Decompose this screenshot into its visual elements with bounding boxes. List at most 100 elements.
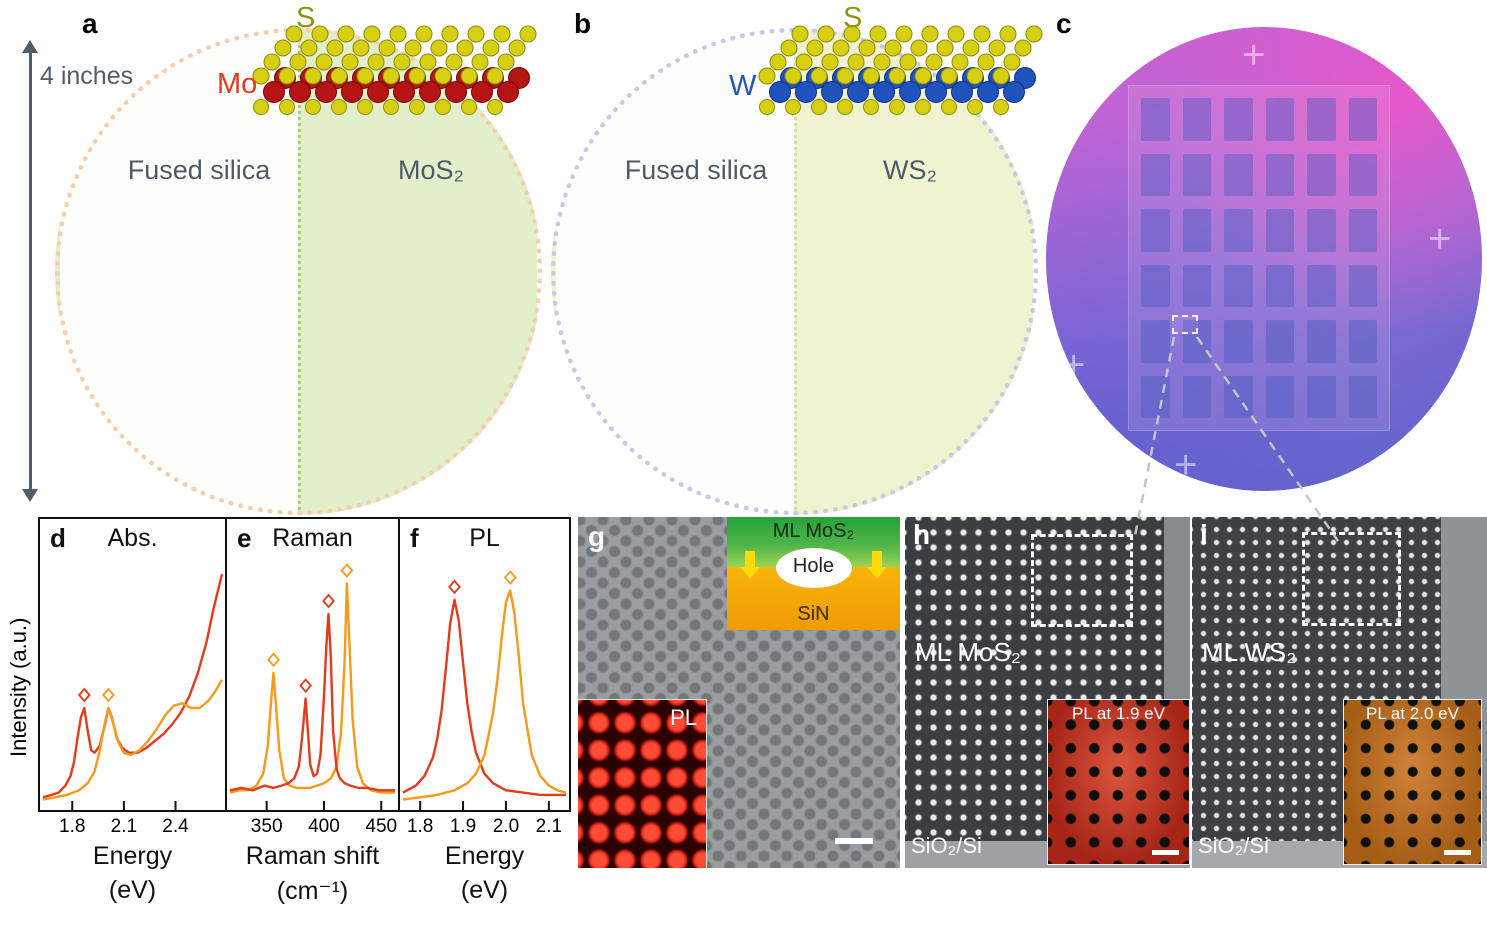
pl-plot-area xyxy=(398,517,571,812)
wafer-die xyxy=(1182,375,1211,418)
pl-image-inset: PL at 2.0 eV xyxy=(1343,699,1482,865)
wafer-die xyxy=(1141,320,1170,363)
substrate-label: SiO₂/Si xyxy=(1198,833,1269,858)
wafer-die xyxy=(1307,98,1336,141)
panel-c-label: c xyxy=(1056,8,1072,39)
x-axis-label: Energy xyxy=(444,842,525,870)
panel-b-label: b xyxy=(574,8,592,39)
panel-d-label: d xyxy=(50,523,66,553)
x-axis-ticks: 350 400 450 xyxy=(225,816,400,840)
wafer-die xyxy=(1182,209,1211,252)
wafer-die xyxy=(1265,98,1294,141)
pl-inset-label: PL at 2.0 eV xyxy=(1366,704,1459,723)
wafer-die xyxy=(1348,153,1377,196)
panel-a-film-label: MoS₂ xyxy=(398,155,464,185)
scale-label: 4 inches xyxy=(40,62,134,90)
wafer-die xyxy=(1224,98,1253,141)
four-inch-scale-arrow-icon xyxy=(21,40,39,502)
arrow-head xyxy=(867,567,887,579)
panel-i-sem-image: i ML WS₂ SiO₂/Si PL at 2.0 eV xyxy=(1192,517,1487,868)
y-axis-label: Intensity (a.u.) xyxy=(6,617,31,757)
wafer-die xyxy=(1307,153,1336,196)
x-axis-unit: (eV) xyxy=(460,876,509,904)
wafer-die xyxy=(1307,264,1336,307)
wafer-die xyxy=(1141,209,1170,252)
down-arrow-icon xyxy=(867,551,887,581)
x-axis-unit: (eV) xyxy=(108,876,157,904)
panel-g-sem-image: g ML MoS₂ Hole SiN PL xyxy=(578,517,900,868)
x-tick-label: 2.4 xyxy=(162,816,189,837)
pl-image-inset: PL at 1.9 eV xyxy=(1047,699,1190,865)
sulfur-atom-label: S xyxy=(843,2,863,34)
zoom-region-box xyxy=(1302,532,1401,626)
arrow-head-up-icon xyxy=(22,40,38,53)
x-tick-label: 1.8 xyxy=(406,816,434,837)
wafer-die xyxy=(1348,264,1377,307)
x-tick-label: 450 xyxy=(365,816,398,837)
panel-i-label: i xyxy=(1200,519,1208,550)
panel-a-label: a xyxy=(82,8,98,39)
scale-bar xyxy=(1444,850,1471,855)
wafer-die xyxy=(1141,98,1170,141)
tungsten-atom-label: W xyxy=(729,70,757,102)
down-arrow-icon xyxy=(740,551,760,581)
absorbance-plot-area xyxy=(38,517,227,812)
pl-image-inset: PL xyxy=(578,699,707,868)
fused-silica-mos2-wafer xyxy=(55,28,542,515)
schematic-hole-label: Hole xyxy=(792,555,835,577)
panel-f-label: f xyxy=(410,523,419,553)
wafer-die xyxy=(1182,264,1211,307)
wafer-die xyxy=(1141,375,1170,418)
x-axis-unit: (cm⁻¹) xyxy=(276,877,349,905)
alignment-cross-icon: + xyxy=(1428,217,1452,261)
panel-e-label: e xyxy=(237,523,252,553)
material-label: ML MoS₂ xyxy=(915,637,1021,667)
wafer-die xyxy=(1307,375,1336,418)
wafer-die xyxy=(1224,320,1253,363)
panel-h-sem-image: h ML MoS₂ SiO₂/Si PL at 1.9 eV xyxy=(905,517,1190,868)
wafer-die xyxy=(1307,209,1336,252)
wafer-die xyxy=(1224,375,1253,418)
raman-plot-area xyxy=(225,517,400,812)
arrow-head xyxy=(740,567,760,579)
arrow-shaft xyxy=(745,551,755,567)
growth-boundary-divider xyxy=(793,33,797,510)
wafer-die xyxy=(1265,320,1294,363)
wafer-die xyxy=(1348,209,1377,252)
arrow-head-down-icon xyxy=(22,489,38,502)
panel-h-label: h xyxy=(913,519,931,550)
growth-boundary-divider xyxy=(297,33,301,510)
wafer-die xyxy=(1265,153,1294,196)
sulfur-atom-label: S xyxy=(296,2,316,34)
alignment-cross-icon: + xyxy=(1242,33,1266,77)
pl-chart: f PL 1.8 1.9 2.0 2.1 Energy (eV) xyxy=(398,517,571,917)
wafer-die xyxy=(1141,153,1170,196)
molybdenum-atom-label: Mo xyxy=(217,68,258,100)
wafer-die xyxy=(1224,264,1253,307)
schematic-sin-label: SiN xyxy=(797,603,830,625)
wafer-die xyxy=(1182,153,1211,196)
mos2-lattice-illustration xyxy=(252,25,537,115)
panel-b-substrate-label: Fused silica xyxy=(624,155,768,185)
panel-g-label: g xyxy=(588,521,606,552)
x-axis-label: Raman shift xyxy=(245,842,380,870)
x-tick-label: 350 xyxy=(250,816,283,837)
wafer-die xyxy=(1265,209,1294,252)
raman-chart: e Raman 350 400 450 Raman shift (cm⁻¹) xyxy=(225,517,400,917)
wafer-die-grid xyxy=(1128,85,1390,431)
panel-a-substrate-label: Fused silica xyxy=(127,155,271,185)
schematic-mos2-label: ML MoS₂ xyxy=(772,520,855,542)
wafer-die xyxy=(1182,98,1211,141)
scale-bar xyxy=(835,838,873,844)
wafer-die xyxy=(1265,375,1294,418)
panel-b-film-label: WS₂ xyxy=(883,155,937,185)
arrow-shaft xyxy=(872,551,882,567)
wafer-die xyxy=(1141,264,1170,307)
scale-bar xyxy=(1152,850,1179,855)
substrate-label: SiO₂/Si xyxy=(911,833,982,858)
x-tick-label: 400 xyxy=(308,816,340,837)
wafer-die xyxy=(1224,153,1253,196)
wafer-die xyxy=(1307,320,1336,363)
wafer-die xyxy=(1265,264,1294,307)
